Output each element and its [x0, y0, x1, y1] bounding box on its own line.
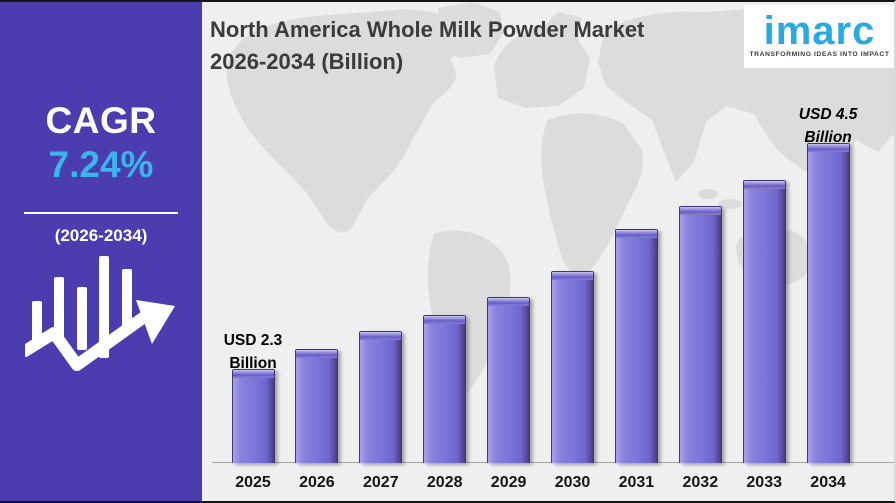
divider [24, 212, 178, 215]
year-label-2030: 2030 [554, 474, 591, 491]
cagr-label: CAGR [45, 100, 157, 141]
page-title: North America Whole Milk Powder Market 2… [210, 14, 644, 78]
chart-panel: North America Whole Milk Powder Market 2… [202, 2, 894, 501]
value-label-2034: USD 4.5 Billion [798, 106, 858, 146]
title-line-1: North America Whole Milk Powder Market [210, 17, 645, 42]
year-label-2032: 2032 [682, 474, 719, 491]
cagr-sidebar: CAGR 7.24% (2026-2034) [0, 2, 202, 501]
year-label-2034: 2034 [810, 474, 846, 491]
market-bar-2032 [678, 206, 722, 463]
year-label-2031: 2031 [618, 474, 655, 491]
year-label-2033: 2033 [746, 474, 782, 491]
cagr-value: 7.24% [48, 143, 154, 185]
year-label-2028: 2028 [426, 474, 463, 491]
year-label-2025: 2025 [235, 474, 271, 491]
imarc-logo: imarc TRANSFORMING IDEAS INTO IMPACT [744, 5, 894, 68]
value-label-2025: USD 2.3 Billion [223, 332, 283, 372]
year-label-2027: 2027 [363, 474, 399, 491]
imarc-logo-tagline: TRANSFORMING IDEAS INTO IMPACT [749, 50, 890, 58]
market-bar-2034 [806, 143, 850, 463]
cagr-period: (2026-2034) [54, 226, 148, 246]
market-bar-2029 [487, 297, 531, 463]
bar-chart-growth-arrow-icon [25, 256, 175, 372]
market-bar-2030 [551, 271, 594, 463]
market-bar-2033 [742, 180, 786, 463]
title-line-2: 2026-2034 (Billion) [210, 49, 404, 74]
market-bar-2025 [231, 369, 275, 463]
market-bar-2031 [614, 229, 658, 463]
market-bar-2028 [423, 315, 467, 463]
imarc-logo-wordmark: imarc [763, 9, 876, 54]
plot-area: 2025 2026 2027 2028 2029 2030 2031 2032 2033 2034… [212, 102, 894, 491]
year-label-2026: 2026 [299, 474, 335, 491]
market-bar-2027 [359, 331, 403, 463]
year-label-2029: 2029 [490, 474, 527, 491]
market-bar-2026 [295, 349, 339, 463]
